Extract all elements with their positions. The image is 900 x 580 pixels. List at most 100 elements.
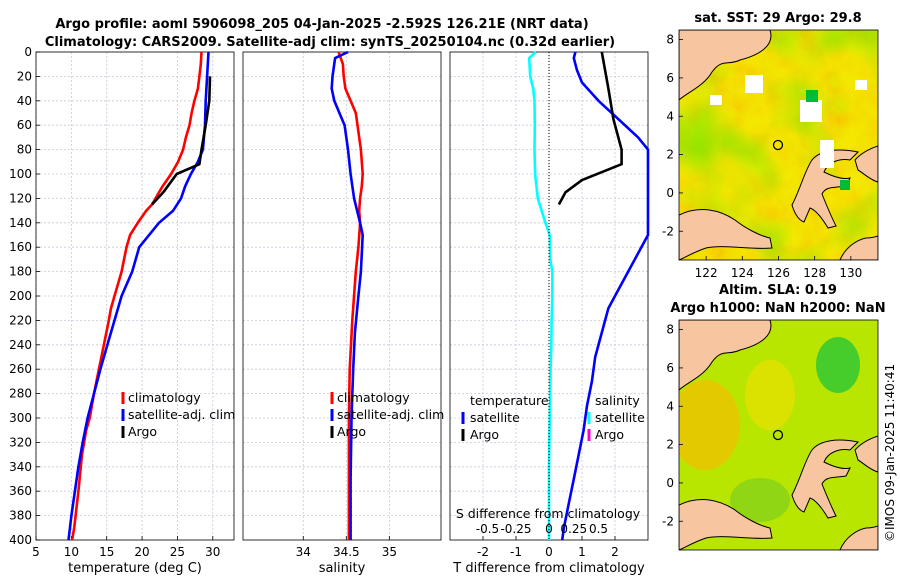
x-axis-label: temperature (deg C) [68, 561, 202, 576]
sla-map-ticks: 8 6 4 2 0 -2 [662, 323, 683, 528]
missing-data-2 [710, 95, 722, 105]
land-borneo [679, 30, 772, 101]
argo-location-marker-2 [772, 429, 784, 441]
map-y-tick-label: 0 [666, 186, 674, 200]
map-y-tick-label: 8 [666, 33, 674, 47]
y-tick-label: 20 [17, 69, 32, 83]
y-tick-label: 40 [17, 94, 32, 108]
difference-panel: -2 -1 0 1 2 T difference from climatology S di… [449, 51, 650, 576]
legend-label: Argo [595, 427, 624, 442]
series-line-t-satellite [560, 51, 650, 541]
legend-label: Argo [337, 424, 366, 439]
x-tick-label: 35 [382, 545, 397, 559]
sla-map-title1: Altim. SLA: 0.19 [719, 283, 837, 298]
missing-data-5 [855, 80, 867, 90]
map-y-tick-label: 6 [666, 361, 674, 375]
land-borneo-2 [679, 320, 772, 391]
secondary-x-tick-label: -0.25 [500, 522, 531, 536]
map-y-tick-label: 4 [666, 109, 674, 123]
sla-low-east [816, 337, 860, 393]
x-tick-label: 10 [64, 545, 79, 559]
missing-data-4 [820, 140, 834, 168]
sst-map-title: sat. SST: 29 Argo: 29.8 [694, 11, 861, 26]
y-tick-label: 160 [9, 240, 32, 254]
series-line-t-argo [557, 51, 623, 206]
secondary-x-tick-label: 0.25 [560, 522, 587, 536]
land-halmahera [854, 145, 878, 183]
y-tick-label: 300 [9, 411, 32, 425]
figure-title-line2: Climatology: CARS2009. Satellite-adj cli… [45, 35, 615, 50]
land-flores-2 [679, 499, 773, 550]
x-tick-label: 25 [170, 545, 185, 559]
missing-data-3 [800, 100, 822, 122]
figure-title-line1: Argo profile: aoml 5906098_205 04-Jan-20… [55, 17, 588, 32]
map-y-tick-label: 8 [666, 323, 674, 337]
legend-label: satellite-adj. clim [128, 407, 235, 422]
legend-label: satellite-adj. clim [337, 407, 444, 422]
legend-title-temperature: temperature [470, 393, 549, 408]
map-y-tick-label: 0 [666, 476, 674, 490]
y-tick-label: 260 [9, 362, 32, 376]
y-tick-label: 360 [9, 484, 32, 498]
series-line-argo [151, 76, 212, 206]
legend-label: Argo [128, 424, 157, 439]
map-y-tick-label: 4 [666, 399, 674, 413]
legend-label: climatology [337, 390, 410, 405]
y-tick-label: 220 [9, 313, 32, 327]
series-line-climatology [70, 51, 203, 541]
x-tick-label: 34 [296, 545, 311, 559]
land-flores [679, 209, 773, 260]
x-tick-label: 20 [134, 545, 149, 559]
map-x-tick-label: 130 [839, 266, 862, 280]
map-y-tick-label: -2 [662, 224, 674, 238]
map-y-tick-label: 2 [666, 438, 674, 452]
x-tick-label: 30 [205, 545, 220, 559]
y-tick-label: 180 [9, 265, 32, 279]
sla-map-title2: Argo h1000: NaN h2000: NaN [670, 301, 885, 316]
sla-high-west [679, 380, 740, 470]
map-x-tick-label: 126 [767, 266, 790, 280]
sst-map: sat. SST: 29 Argo: 29.8 8 6 4 2 0 -2 122 124 126… [662, 11, 879, 280]
map-y-tick-label: 2 [666, 148, 674, 162]
legend-label: satellite [470, 410, 520, 425]
x-tick-label: -2 [477, 545, 489, 559]
argo-location-marker [772, 139, 784, 151]
x-tick-label: 2 [611, 545, 619, 559]
secondary-x-tick-label: -0.5 [476, 522, 499, 536]
y-tick-label: 340 [9, 460, 32, 474]
secondary-x-axis-label: S difference from climatology [456, 506, 641, 521]
map-x-tick-label: 124 [731, 266, 754, 280]
imos-stamp: ©IMOS 09-Jan-2025 11:40:41 [883, 364, 897, 542]
series-line-s-satellite [527, 51, 554, 540]
x-tick-label: 5 [32, 545, 40, 559]
secondary-x-tick-label: 0 [545, 522, 553, 536]
secondary-x-tick-label: 0.5 [589, 522, 608, 536]
x-tick-label: 15 [99, 545, 114, 559]
land-sulawesi-2 [791, 439, 860, 519]
y-tick-label: 100 [9, 167, 32, 181]
legend-label: satellite [595, 410, 645, 425]
x-tick-label: 0 [545, 545, 553, 559]
warm-patch-1 [806, 90, 818, 102]
y-tick-label: 200 [9, 289, 32, 303]
sla-map: Altim. SLA: 0.19 Argo h1000: NaN h2000: … [662, 283, 886, 551]
warm-patch-2 [840, 180, 850, 190]
y-tick-label: 120 [9, 191, 32, 205]
land-halmahera-2 [854, 435, 878, 473]
y-tick-label: 280 [9, 387, 32, 401]
sla-map-frame [678, 319, 879, 551]
map-x-tick-label: 128 [803, 266, 826, 280]
y-tick-label: 60 [17, 118, 32, 132]
x-axis-label: salinity [319, 561, 366, 576]
map-y-tick-label: -2 [662, 514, 674, 528]
y-tick-label: 240 [9, 338, 32, 352]
legend-label: Argo [470, 427, 499, 442]
y-tick-label: 320 [9, 435, 32, 449]
legend-label: climatology [128, 390, 201, 405]
sla-high-center [745, 360, 795, 430]
sst-map-ticks: 8 6 4 2 0 -2 122 124 126 128 130 [662, 33, 862, 280]
x-tick-label: 1 [578, 545, 586, 559]
axes-frame [242, 51, 442, 541]
